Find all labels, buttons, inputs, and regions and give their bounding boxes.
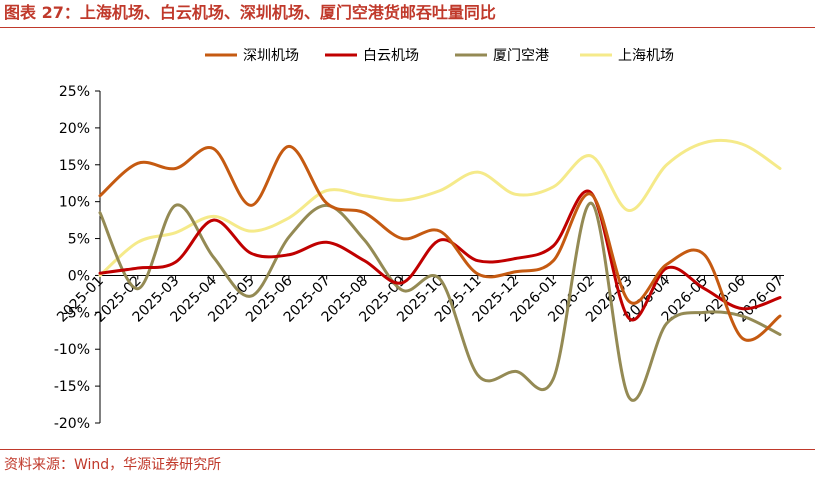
y-tick-label: 15% <box>59 158 90 174</box>
series-line-2 <box>98 201 782 402</box>
y-tick-label: 20% <box>59 121 90 137</box>
chart-title: 图表 27：上海机场、白云机场、深圳机场、厦门空港货邮吞吐量同比 <box>0 0 815 28</box>
y-tick-label: -15% <box>54 379 90 395</box>
series-line-0 <box>98 144 782 342</box>
series-lines <box>98 138 782 402</box>
y-tick-label: 5% <box>68 232 90 248</box>
line-chart: 深圳机场 白云机场 厦门空港 上海机场 25% 20% 15% 10% 5% 0% -5% -10%… <box>54 48 787 432</box>
legend-label-3: 上海机场 <box>618 48 674 64</box>
legend-label-2: 厦门空港 <box>493 48 549 64</box>
series-line-3 <box>98 138 782 277</box>
y-tick-label: 10% <box>59 195 90 211</box>
y-tick-label: 25% <box>59 84 90 100</box>
y-tick-label: -20% <box>54 416 90 432</box>
legend-label-1: 白云机场 <box>363 48 419 64</box>
y-axis: 25% 20% 15% 10% 5% 0% -5% -10% -15% -20% <box>54 84 101 432</box>
legend-label-0: 深圳机场 <box>243 48 299 64</box>
source-note: 资料来源：Wind，华源证券研究所 <box>0 449 815 481</box>
y-tick-label: 0% <box>68 268 90 284</box>
legend: 深圳机场 白云机场 厦门空港 上海机场 <box>205 48 674 64</box>
y-tick-label: -5% <box>63 305 90 321</box>
y-tick-label: -10% <box>54 342 90 358</box>
